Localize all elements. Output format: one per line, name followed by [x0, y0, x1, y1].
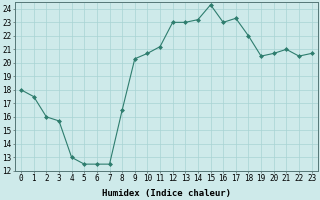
- X-axis label: Humidex (Indice chaleur): Humidex (Indice chaleur): [102, 189, 231, 198]
